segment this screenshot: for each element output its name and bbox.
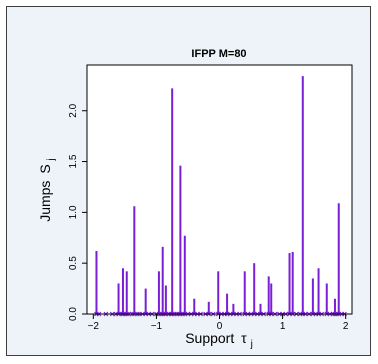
x-axis-label-symbol: τ xyxy=(241,330,247,346)
y-tick-label: 1.5 xyxy=(68,154,79,168)
x-tick-label: −2 xyxy=(88,321,100,332)
bars-layer xyxy=(95,76,340,314)
x-tick-label: 2 xyxy=(343,321,349,332)
y-axis-label-symbol: S xyxy=(37,164,53,173)
x-axis-label-text: Support xyxy=(185,330,234,346)
x-tick-label: 0 xyxy=(217,321,223,332)
x-axis: −2 −1 0 1 2 xyxy=(88,313,349,332)
x-axis-label-subscript: j xyxy=(250,339,253,350)
x-tick-label: −1 xyxy=(151,321,163,332)
x-tick-label: 1 xyxy=(280,321,286,332)
y-axis-label-text: Jumps xyxy=(37,181,53,222)
x-axis-label: Support τ j xyxy=(185,330,253,350)
chart-title: IFPP M=80 xyxy=(191,48,246,60)
y-tick-label: 1.0 xyxy=(68,205,79,219)
plot-area xyxy=(87,65,352,314)
y-axis-label-subscript: j xyxy=(46,158,57,161)
y-axis: 0.0 0.5 1.0 1.5 2.0 xyxy=(68,103,88,321)
y-tick-label: 2.0 xyxy=(68,103,79,117)
y-tick-label: 0.5 xyxy=(68,256,79,270)
y-tick-label: 0.0 xyxy=(68,307,79,321)
y-axis-label: Jumps S j xyxy=(37,158,57,222)
